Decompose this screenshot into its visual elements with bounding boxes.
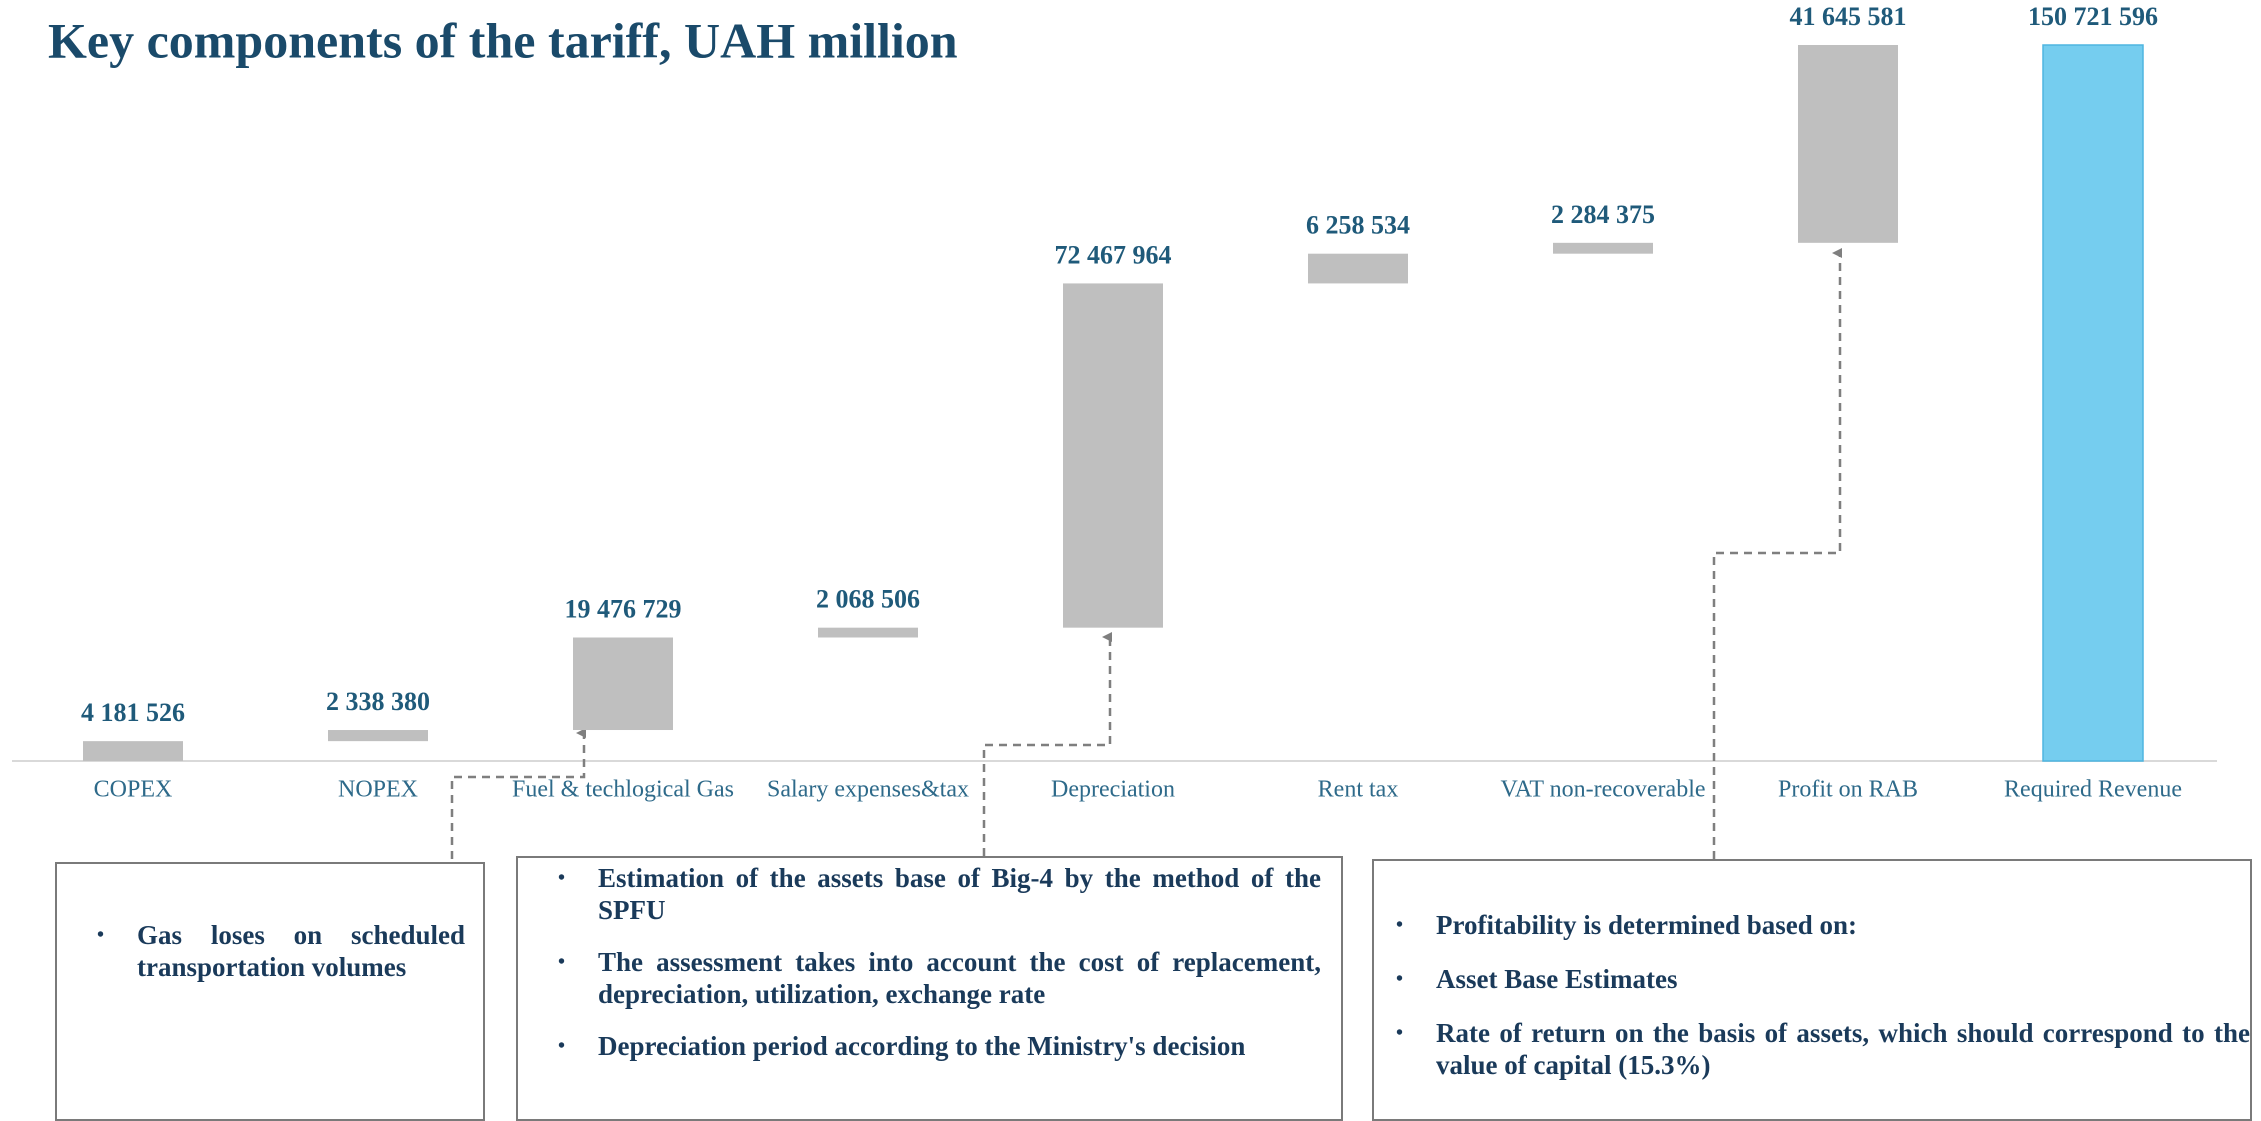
value-label: 4 181 526 <box>81 698 185 727</box>
bar <box>1063 283 1163 628</box>
note-box: Profitability is determined based on: Ass… <box>1372 859 2252 1121</box>
x-tick-label: VAT non-recoverable <box>1500 777 1705 803</box>
bullet-list: Estimation of the assets base of Big-4 b… <box>518 862 1341 1062</box>
bar <box>1308 253 1408 284</box>
chart-title: Key components of the tariff, UAH millio… <box>48 12 958 68</box>
bullet: Profitability is determined based on: <box>1396 909 2250 941</box>
x-tick-label: Required Revenue <box>2004 777 2182 803</box>
bar <box>1553 242 1653 254</box>
bullet-list: Profitability is determined based on: Ass… <box>1374 909 2250 1081</box>
connector <box>1712 248 1842 859</box>
bullet: Estimation of the assets base of Big-4 b… <box>558 862 1321 926</box>
x-tick-label: Depreciation <box>1051 777 1175 803</box>
bullet: The assessment takes into account the co… <box>558 946 1321 1010</box>
value-label: 6 258 534 <box>1306 211 1410 240</box>
value-label: 72 467 964 <box>1055 240 1172 269</box>
value-label: 2 068 506 <box>816 585 920 614</box>
bar <box>818 627 918 638</box>
bullet-list: Gas loses on scheduled transportation vo… <box>57 919 483 1005</box>
x-tick-label: COPEX <box>94 777 173 803</box>
x-tick-label: Salary expenses&tax <box>767 777 969 803</box>
total-bar <box>2042 44 2144 762</box>
bar <box>573 637 673 731</box>
x-tick-label: Profit on RAB <box>1778 777 1918 803</box>
connector <box>982 632 1112 856</box>
bar <box>328 730 428 742</box>
bullet: Depreciation period according to the Min… <box>558 1030 1321 1062</box>
x-tick-label: NOPEX <box>338 777 418 803</box>
x-tick-label: Fuel & techlogical Gas <box>512 777 734 803</box>
connectors <box>450 248 1842 859</box>
bar <box>1798 45 1898 243</box>
note-box: Gas loses on scheduled transportation vo… <box>55 862 485 1121</box>
bullet: Rate of return on the basis of assets, w… <box>1396 1017 2250 1081</box>
value-label: 41 645 581 <box>1790 2 1907 31</box>
bar <box>83 741 183 761</box>
x-tick-label: Rent tax <box>1318 777 1399 803</box>
value-label: 150 721 596 <box>2028 2 2158 31</box>
bullet: Asset Base Estimates <box>1396 963 2250 995</box>
value-label: 19 476 729 <box>565 594 682 623</box>
bullet: Gas loses on scheduled transportation vo… <box>97 919 465 983</box>
connector <box>450 728 586 859</box>
value-label: 2 338 380 <box>326 687 430 716</box>
note-box: Estimation of the assets base of Big-4 b… <box>516 856 1343 1121</box>
value-label: 2 284 375 <box>1551 200 1655 229</box>
